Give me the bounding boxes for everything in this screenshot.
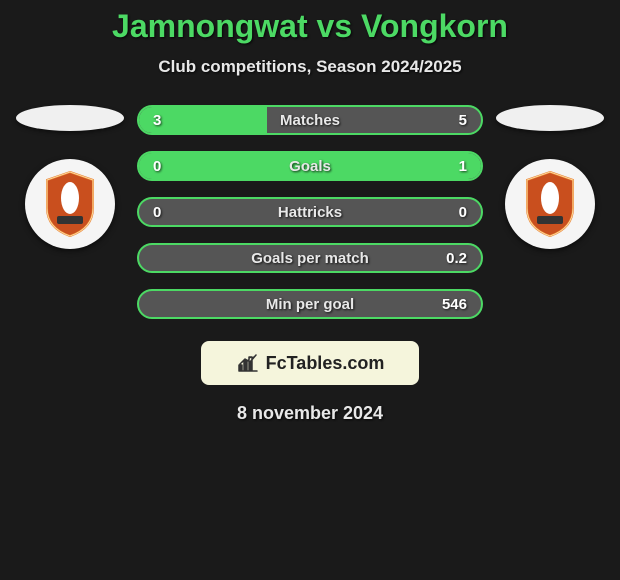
- player-photo-placeholder-left: [16, 105, 124, 131]
- stat-bar: 3 Matches 5: [137, 105, 483, 135]
- stat-label: Goals: [289, 158, 331, 175]
- stat-label: Hattricks: [278, 204, 342, 221]
- right-player-col: [495, 105, 605, 249]
- player-photo-placeholder-right: [496, 105, 604, 131]
- chart-icon: [236, 351, 260, 375]
- stat-bar: 0 Goals 1: [137, 151, 483, 181]
- stat-value-left: 3: [153, 112, 161, 129]
- date-label: 8 november 2024: [0, 403, 620, 424]
- page-title: Jamnongwat vs Vongkorn: [0, 8, 620, 45]
- stat-bar: 0 Hattricks 0: [137, 197, 483, 227]
- stat-label: Goals per match: [251, 250, 369, 267]
- stat-value-right: 5: [459, 112, 467, 129]
- stats-column: 3 Matches 5 0 Goals 1 0 Hattricks 0 Goals per mat…: [137, 105, 483, 319]
- stat-label: Min per goal: [266, 296, 354, 313]
- shield-icon: [521, 170, 579, 238]
- source-logo[interactable]: FcTables.com: [201, 341, 419, 385]
- team-badge-right: [505, 159, 595, 249]
- stat-bar: Goals per match 0.2: [137, 243, 483, 273]
- left-player-col: [15, 105, 125, 249]
- stat-value-right: 0: [459, 204, 467, 221]
- main-row: 3 Matches 5 0 Goals 1 0 Hattricks 0 Goals per mat…: [0, 105, 620, 319]
- stat-label: Matches: [280, 112, 340, 129]
- shield-icon: [41, 170, 99, 238]
- stat-value-left: 0: [153, 204, 161, 221]
- stat-bar: Min per goal 546: [137, 289, 483, 319]
- source-logo-text: FcTables.com: [266, 353, 385, 374]
- stat-value-right: 0.2: [446, 250, 467, 267]
- stat-value-right: 546: [442, 296, 467, 313]
- subtitle: Club competitions, Season 2024/2025: [0, 57, 620, 77]
- team-badge-left: [25, 159, 115, 249]
- stat-value-left: 0: [153, 158, 161, 175]
- comparison-card: Jamnongwat vs Vongkorn Club competitions…: [0, 0, 620, 424]
- stat-value-right: 1: [459, 158, 467, 175]
